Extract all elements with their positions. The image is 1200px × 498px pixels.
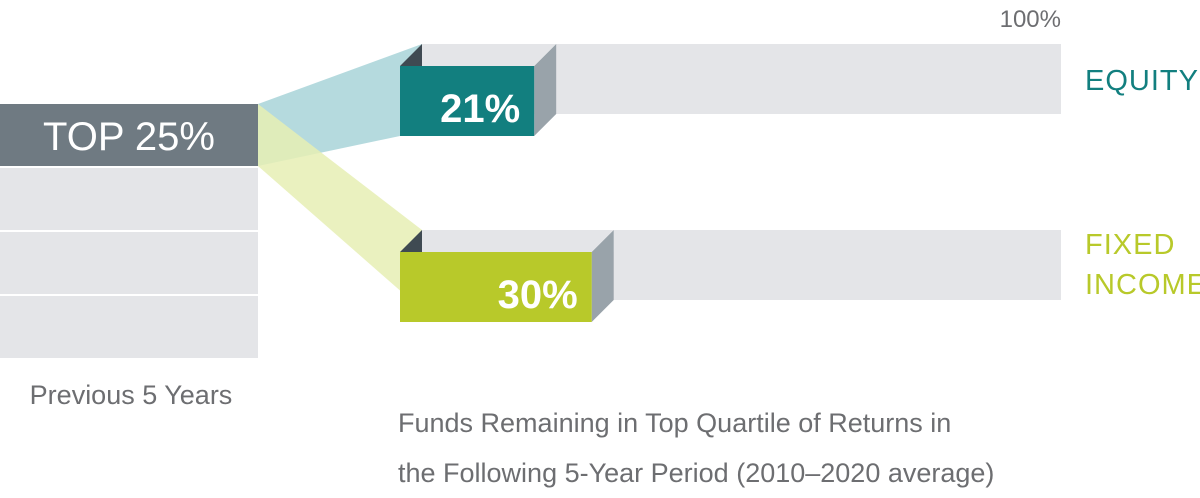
- source-label: TOP 25%: [43, 115, 215, 159]
- bars: 21% 30%: [400, 44, 1061, 322]
- bar-value-label: 21%: [440, 87, 520, 131]
- bar-side-face: [591, 230, 614, 322]
- bar-group-equity: 21%: [400, 44, 1061, 136]
- empty-quartile-box: [0, 168, 258, 230]
- category-labels: EQUITY FIXED INCOME: [1085, 65, 1200, 301]
- bar-side-face: [534, 44, 557, 136]
- bar-value: [400, 66, 535, 136]
- bar-value-label: 30%: [498, 273, 578, 317]
- source-caption: Previous 5 Years: [30, 380, 233, 410]
- source-top-quartile-box: [0, 104, 258, 166]
- bar-top-strip: [422, 230, 614, 252]
- flow-band-fixed-income: [258, 104, 422, 291]
- category-label: FIXED: [1085, 229, 1175, 261]
- empty-quartile-box: [0, 232, 258, 294]
- flow-bands: [258, 44, 422, 291]
- caption-line-1: Funds Remaining in Top Quartile of Retur…: [398, 408, 951, 438]
- bar-group-fixed-income: 30%: [400, 230, 1061, 322]
- bar-top-strip: [422, 44, 557, 66]
- bar-value: [400, 252, 592, 322]
- bar-top-face: [400, 230, 422, 252]
- category-label: INCOME: [1085, 269, 1200, 301]
- empty-quartile-box: [0, 296, 258, 358]
- chart-caption: Funds Remaining in Top Quartile of Retur…: [398, 408, 994, 488]
- empty-quartile-boxes: [0, 168, 258, 358]
- bar-top-face: [400, 44, 422, 66]
- source-stack: TOP 25% Previous 5 Years: [0, 104, 258, 410]
- caption-line-2: the Following 5-Year Period (2010–2020 a…: [398, 458, 994, 488]
- category-label: EQUITY: [1085, 65, 1199, 97]
- scale-max-label: 100%: [1000, 6, 1061, 33]
